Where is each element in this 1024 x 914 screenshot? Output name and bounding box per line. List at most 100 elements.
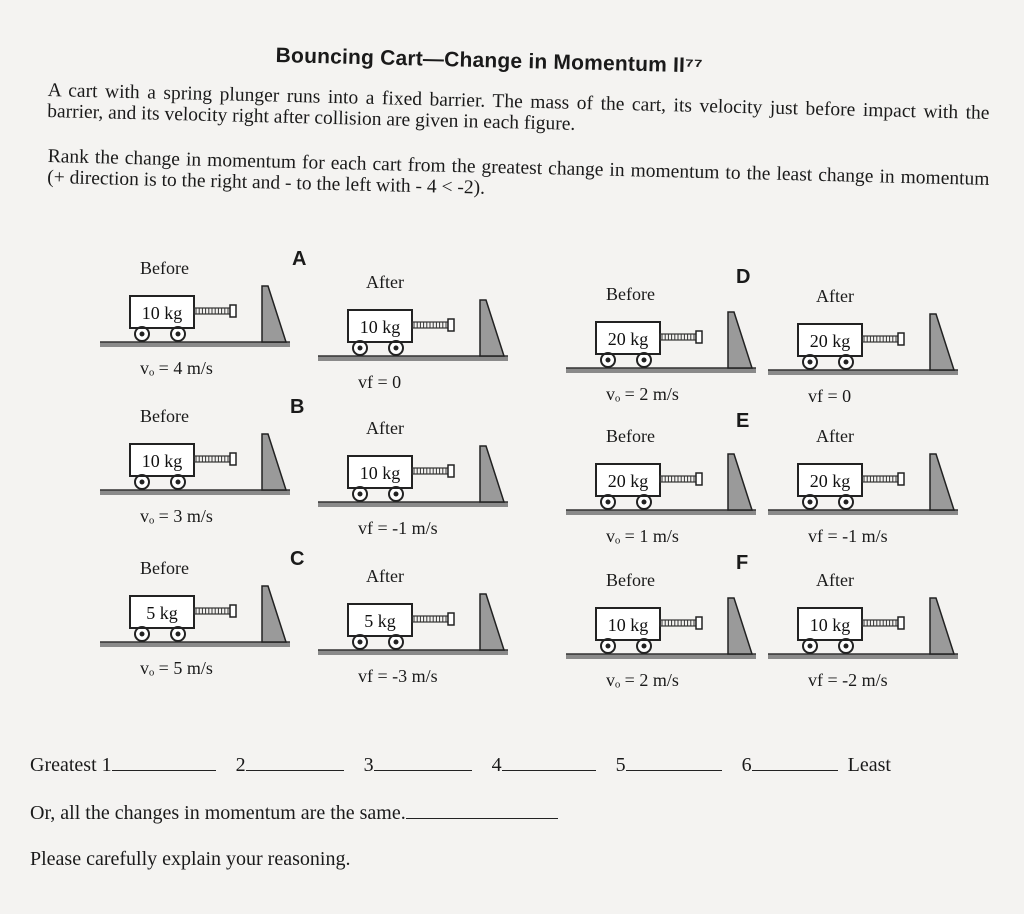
cart-mass: 5 kg [146, 603, 178, 623]
after-label: After [816, 426, 854, 446]
cart-body [595, 607, 661, 641]
rank-6-number: 6 [741, 754, 752, 776]
cart-mass: 10 kg [142, 303, 183, 323]
after-label: After [366, 418, 404, 438]
before-label: Before [606, 570, 655, 590]
cart-body [347, 309, 413, 343]
ground-surface [566, 368, 756, 373]
cart-body [347, 455, 413, 489]
ground-surface [768, 370, 958, 375]
initial-velocity: vₒ = 3 m/s [140, 506, 213, 526]
same-prompt: Or, all the changes in momentum are the … [30, 802, 406, 824]
intro-paragraph: A cart with a spring plunger runs into a… [46, 80, 990, 135]
cart-diagram: 20 kg [768, 453, 958, 515]
scenario-letter-a: A [292, 248, 307, 270]
barrier-wall [261, 285, 288, 343]
initial-velocity: vₒ = 4 m/s [140, 358, 213, 378]
cart-after-c: After 5 kg vf = -3 m/s [314, 552, 514, 686]
barrier-wall [929, 313, 956, 371]
cart-diagram: 10 kg [100, 433, 290, 495]
initial-velocity: vₒ = 5 m/s [140, 658, 213, 678]
same-line: Or, all the changes in momentum are the … [30, 800, 558, 825]
cart-after-e: After 20 kg vf = -1 m/s [764, 412, 964, 546]
cart-mass: 20 kg [608, 471, 649, 491]
after-label: After [366, 566, 404, 586]
ground-surface [318, 650, 508, 655]
cart-before-b: Before 10 kg vₒ = 3 m/s [96, 392, 296, 526]
barrier-wall [261, 585, 288, 643]
after-label: After [816, 570, 854, 590]
greatest-label: Greatest [30, 754, 97, 776]
rank-3-number: 3 [363, 754, 374, 776]
barrier-wall [727, 453, 754, 511]
scenario-letter-f: F [736, 552, 749, 574]
cart-before-d: Before 20 kg vₒ = 2 m/s [562, 270, 762, 404]
cart-before-c: Before 5 kg vₒ = 5 m/s [96, 544, 296, 678]
scenario-letter-c: C [290, 548, 305, 570]
before-label: Before [140, 406, 189, 426]
cart-diagram: 20 kg [566, 453, 756, 515]
cart-mass: 10 kg [608, 615, 649, 635]
cart-body [129, 595, 195, 629]
barrier-wall [929, 453, 956, 511]
cart-mass: 10 kg [360, 317, 401, 337]
rank-4-number: 4 [491, 754, 502, 776]
instruction-paragraph: Rank the change in momentum for each car… [46, 146, 990, 199]
barrier-wall [727, 311, 754, 369]
rank-3-blank[interactable] [373, 752, 472, 771]
ground-surface [100, 342, 290, 347]
cart-before-a: Before 10 kg vₒ = 4 m/s [96, 244, 296, 378]
final-velocity: vf = -3 m/s [358, 666, 438, 686]
ground-surface [768, 654, 958, 659]
ground-surface [566, 654, 756, 659]
rank-2-blank[interactable] [245, 752, 344, 771]
ground-surface [100, 490, 290, 495]
worksheet-title: Bouncing Cart—Change in Momentum II⁷⁷ [275, 44, 704, 78]
after-label: After [366, 272, 404, 292]
after-label: After [816, 286, 854, 306]
scenario-letter-d: D [736, 266, 751, 288]
before-label: Before [140, 258, 189, 278]
final-velocity: vf = -2 m/s [808, 670, 888, 690]
cart-diagram: 10 kg [566, 597, 756, 659]
cart-mass: 20 kg [810, 471, 851, 491]
final-velocity: vf = -1 m/s [358, 518, 438, 538]
before-label: Before [606, 284, 655, 304]
rank-4-blank[interactable] [501, 752, 596, 771]
rank-5-blank[interactable] [625, 752, 722, 771]
ranking-line: Greatest 1 2 3 4 5 6 Least [30, 752, 891, 777]
cart-after-d: After 20 kg vf = 0 [764, 272, 964, 406]
rank-1-blank[interactable] [111, 752, 216, 771]
same-blank[interactable] [405, 800, 558, 819]
cart-diagram: 10 kg [318, 299, 508, 361]
cart-before-e: Before 20 kg vₒ = 1 m/s [562, 412, 762, 546]
ground-surface [318, 356, 508, 361]
ground-surface [768, 510, 958, 515]
cart-diagram: 10 kg [318, 445, 508, 507]
final-velocity: vf = 0 [808, 386, 852, 406]
barrier-wall [479, 593, 506, 651]
rank-6-blank[interactable] [751, 752, 838, 771]
cart-mass: 20 kg [810, 331, 851, 351]
initial-velocity: vₒ = 2 m/s [606, 384, 679, 404]
barrier-wall [479, 445, 506, 503]
cart-after-a: After 10 kg vf = 0 [314, 258, 514, 392]
ground-surface [566, 510, 756, 515]
cart-mass: 20 kg [608, 329, 649, 349]
final-velocity: vf = -1 m/s [808, 526, 888, 546]
cart-diagram: 20 kg [566, 311, 756, 373]
cart-mass: 5 kg [364, 611, 396, 631]
cart-mass: 10 kg [142, 451, 183, 471]
initial-velocity: vₒ = 1 m/s [606, 526, 679, 546]
initial-velocity: vₒ = 2 m/s [606, 670, 679, 690]
scenario-letter-e: E [736, 410, 750, 432]
ground-surface [318, 502, 508, 507]
cart-body [347, 603, 413, 637]
barrier-wall [479, 299, 506, 357]
cart-diagram: 5 kg [100, 585, 290, 647]
before-label: Before [140, 558, 189, 578]
cart-mass: 10 kg [360, 463, 401, 483]
cart-diagram: 5 kg [318, 593, 508, 655]
cart-diagram: 20 kg [768, 313, 958, 375]
